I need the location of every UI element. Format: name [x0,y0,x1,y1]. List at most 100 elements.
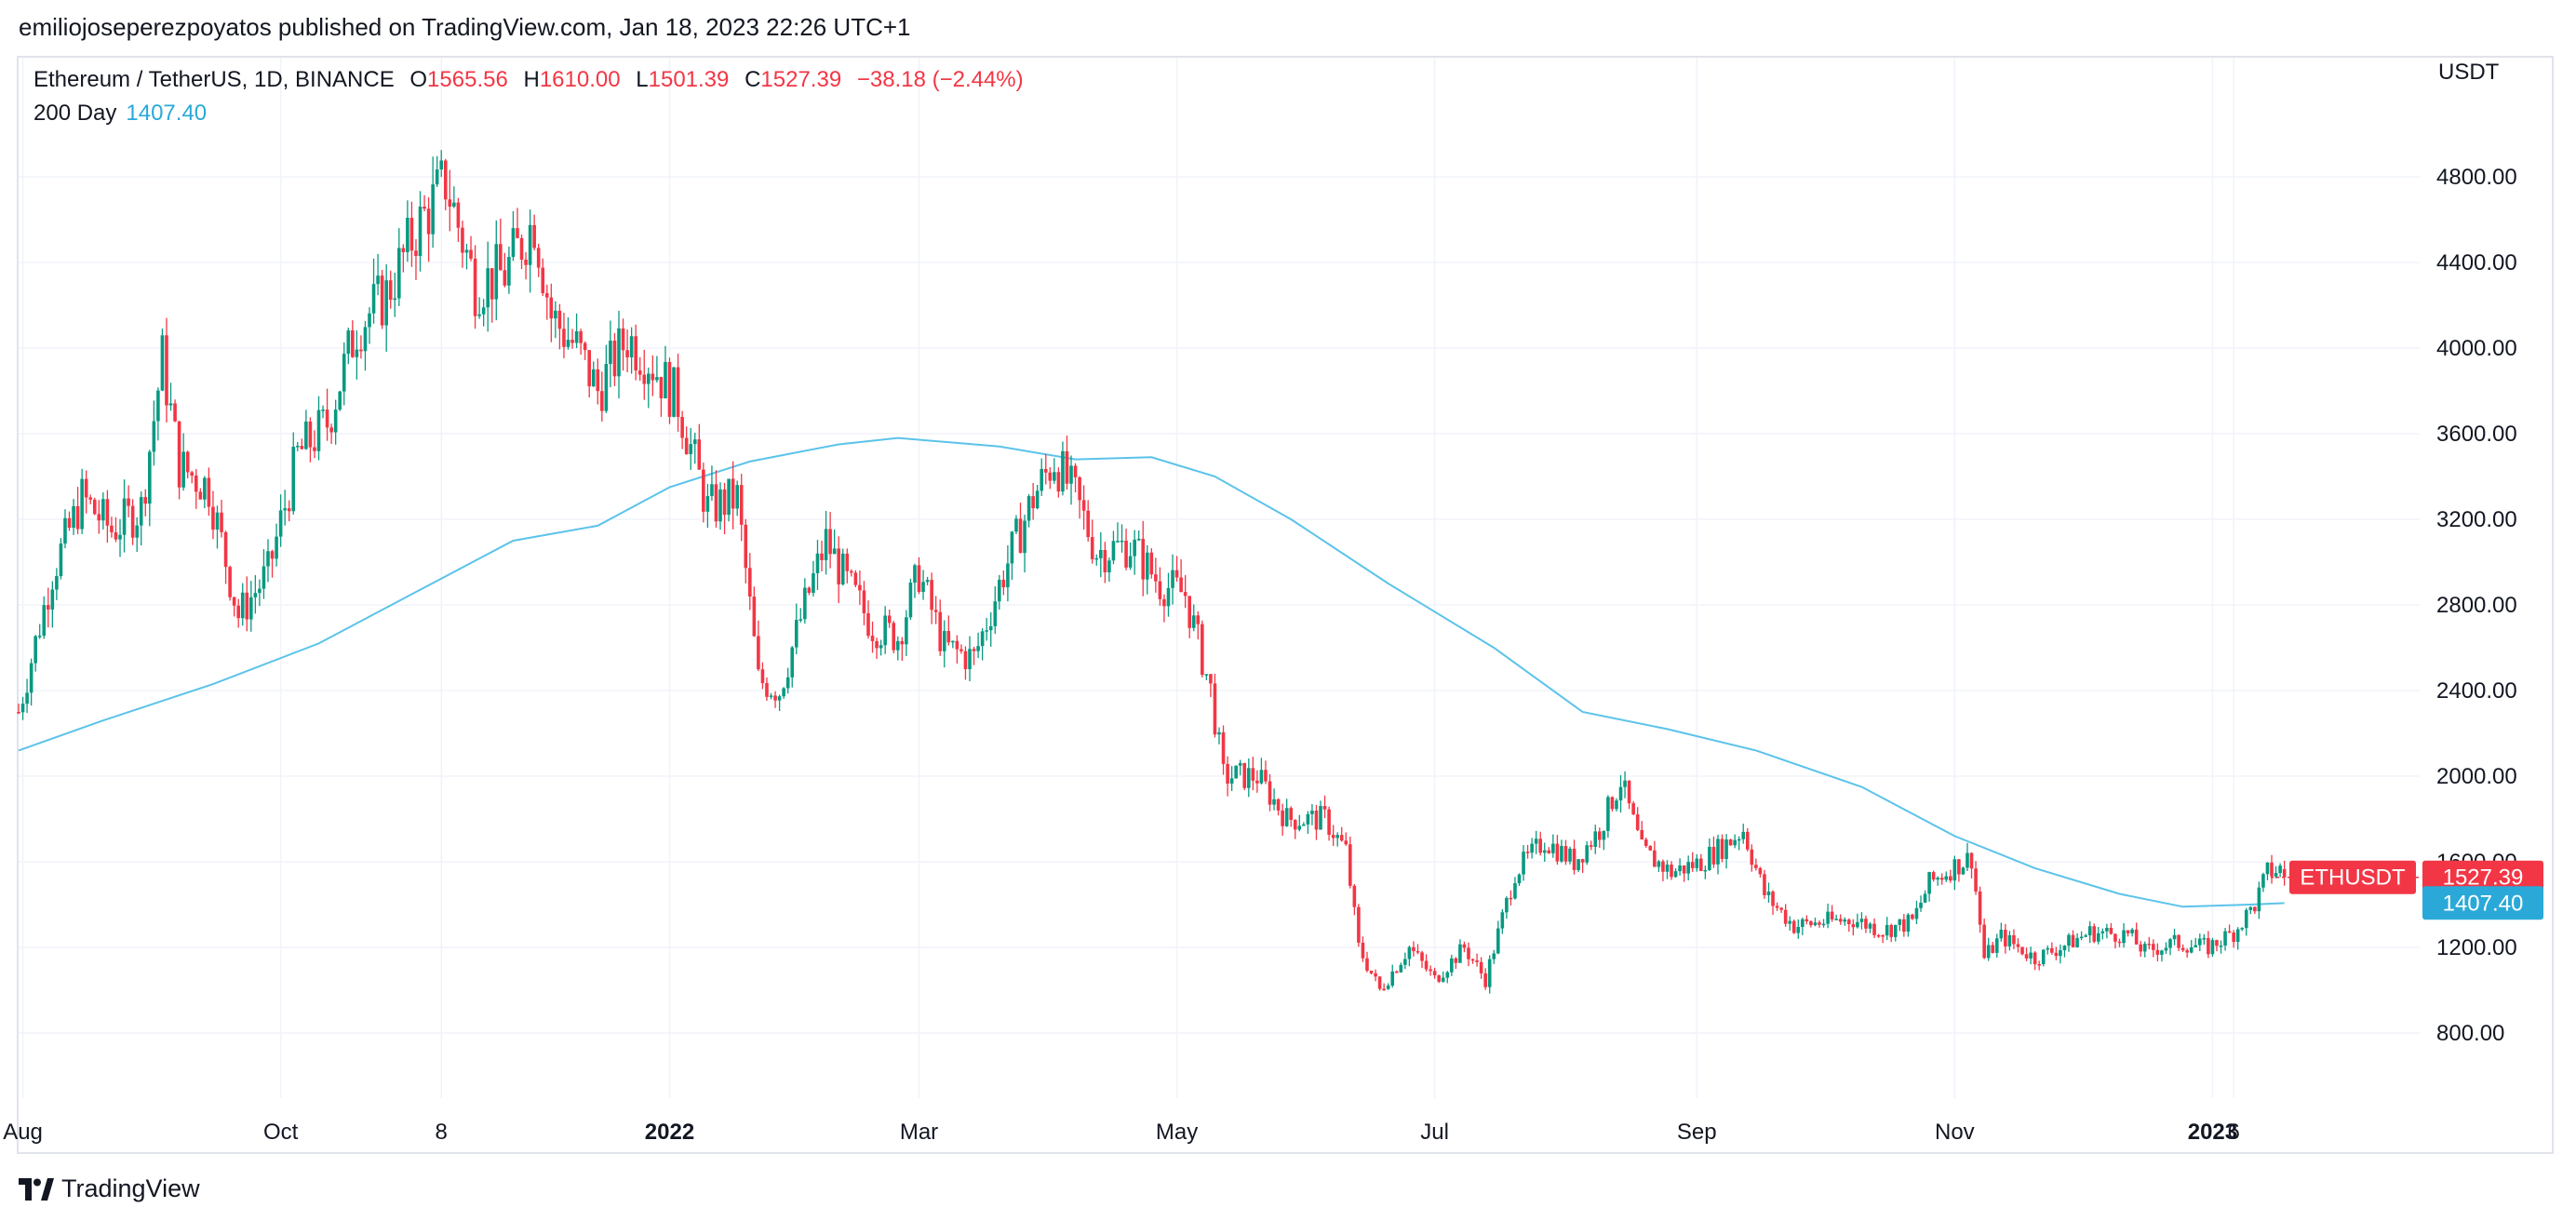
candle-body [1458,944,1462,963]
candle-body [384,280,388,326]
time-tick-label: Mar [900,1120,938,1145]
candle-body [2012,934,2016,945]
candle-body [1120,540,1124,543]
candle-body [1361,942,1365,959]
candle-body [1775,906,1779,908]
candle-body [92,499,97,515]
candle-body [714,484,718,522]
candle-body [1991,945,1995,953]
candle-body [486,268,490,308]
legend-symbol[interactable]: Ethereum / TetherUS, 1D, BINANCE [34,67,395,92]
candle-body [2075,938,2079,947]
candle-body [1522,852,1525,875]
candle-body [562,329,566,347]
candle-body [1377,976,1382,989]
candle-body [423,207,426,209]
candle-body [2270,862,2274,877]
candle-body [461,227,464,253]
candle-body [148,451,152,504]
candle-body [1805,919,1809,922]
candle-body [173,403,177,422]
price-tick-label: 3600.00 [2436,422,2517,447]
candle-body [1911,914,1914,919]
tradingview-brand[interactable]: TradingView [19,1174,200,1203]
candle-body [2215,940,2219,946]
candle-body [1026,496,1031,521]
legend-ma-label[interactable]: 200 Day [34,101,117,126]
legend-ma-value: 1407.40 [126,101,208,126]
candle-body [50,589,55,610]
candle-body [1796,927,1801,933]
candle-body [2210,940,2215,955]
candle-body [1204,674,1209,676]
candle-body [2020,946,2024,955]
candle-body [1010,531,1014,564]
candle-body [346,329,351,355]
candle-body [955,640,959,650]
candle-body [1939,878,1944,880]
candle-body [832,548,837,555]
candle-body [1821,923,1826,926]
candle-body [1754,865,1758,868]
candle-body [773,695,777,701]
candle-body [689,444,693,455]
candle-body [930,580,933,610]
candle-body [1826,911,1830,924]
candle-body [980,631,985,647]
candle-body [72,505,75,529]
candle-body [1394,971,1399,973]
candle-body [2253,906,2257,912]
candle-body [875,640,879,649]
candle-body [2282,868,2287,878]
candle-body [20,704,25,713]
candle-body [1196,615,1201,624]
candle-body [1289,808,1294,821]
candle-body [2100,931,2105,933]
candle-body [2274,873,2278,877]
candle-body [1103,549,1107,573]
candle-body [333,409,338,433]
candle-body [481,307,486,315]
candle-body [2164,947,2168,951]
candle-body [1957,859,1961,875]
candle-body [2024,954,2029,959]
candle-body [1788,920,1792,924]
candle-body [1158,581,1162,599]
candle-body [253,593,258,597]
candle-body [1191,615,1196,628]
candle-body [215,512,220,530]
candle-body [1644,839,1648,846]
candle-body [617,328,621,377]
candle-body [388,280,393,301]
candle-body [1014,518,1018,532]
candle-body [283,508,287,511]
publisher-line: emiliojoseperezpoyatos published on Trad… [19,13,911,41]
candle-body [913,565,917,584]
candle-body [2139,944,2143,952]
candle-body [46,605,50,610]
time-tick-label: 8 [436,1120,448,1145]
candle-body [2130,929,2134,933]
candle-body [1699,858,1703,871]
candle-body [2172,934,2177,940]
candle-body [892,623,896,651]
candle-body [1293,820,1297,830]
candle-body [499,244,503,271]
candle-body [494,244,499,300]
legend-ohlc-row: Ethereum / TetherUS, 1D, BINANCE O1565.5… [34,63,1024,97]
candle-body [1467,947,1470,959]
time-tick-label: 6 [2227,1120,2239,1145]
candle-body [1213,683,1217,735]
candle-body [667,362,672,417]
candle-body [211,506,215,530]
candle-body [2050,947,2054,953]
candle-body [744,524,748,569]
candle-body [2248,906,2253,910]
candle-body [431,184,435,235]
candle-body [938,611,943,651]
candle-body [316,409,321,451]
candle-body [692,439,697,445]
candle-body [1006,563,1010,588]
